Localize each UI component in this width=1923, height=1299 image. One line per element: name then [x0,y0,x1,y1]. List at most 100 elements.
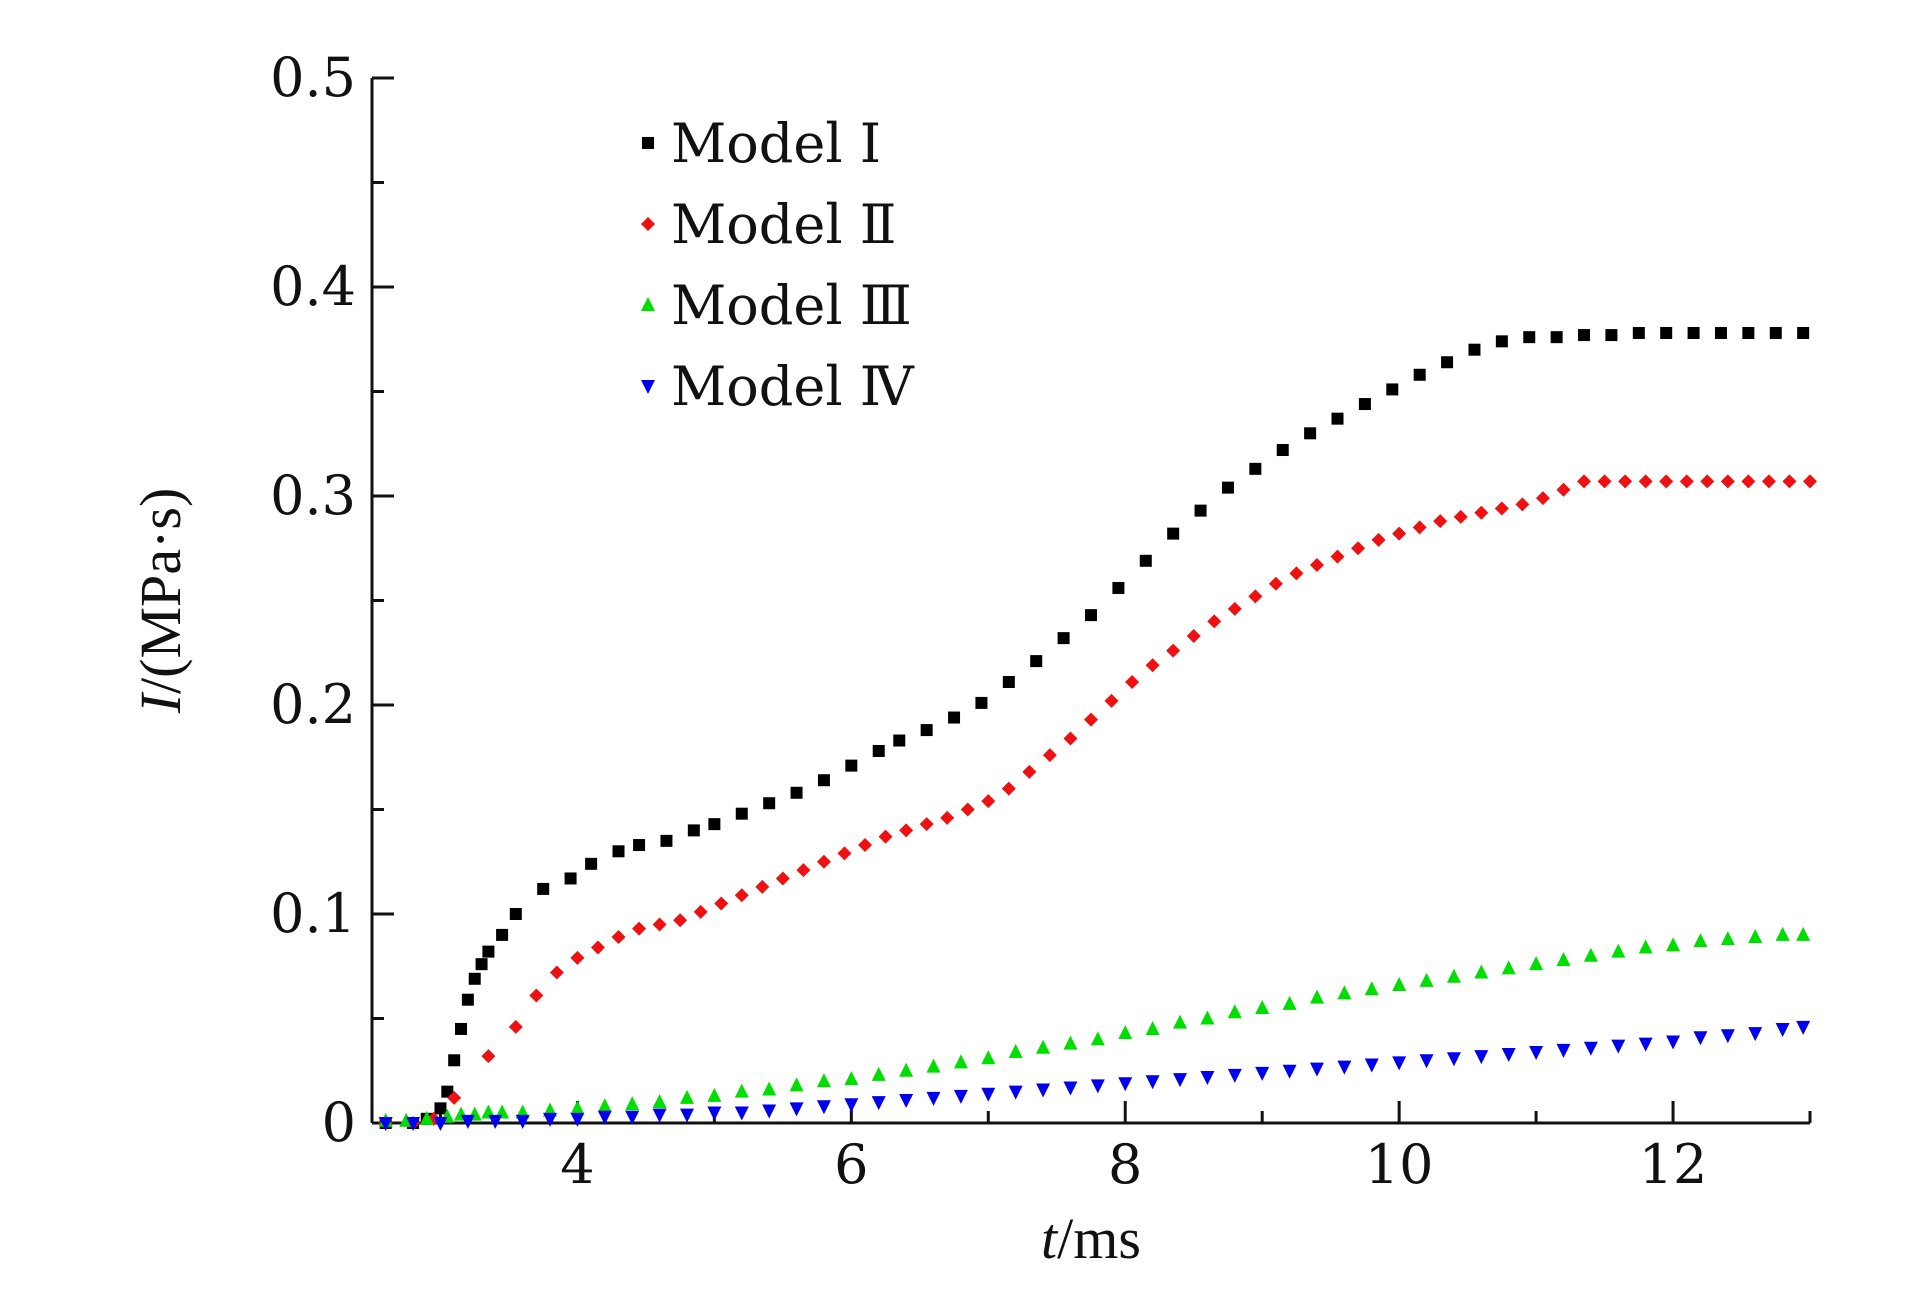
data-point [652,1094,667,1109]
data-point [735,807,748,820]
data-point [1145,1020,1160,1035]
data-point [1577,474,1592,489]
data-point [679,1089,694,1104]
legend-item: Model Ⅲ [641,274,912,337]
data-point [590,940,605,955]
data-point [1611,943,1626,958]
data-point [1248,589,1263,604]
data-point [1803,474,1817,489]
data-point [789,1102,804,1117]
y-tick-label: 0.1 [270,882,356,945]
series-model-4 [378,1020,1811,1131]
data-point [1351,541,1366,556]
data-point [1556,1043,1571,1058]
series-model-2 [378,474,1817,1130]
data-point [1255,1066,1270,1081]
data-point [1775,1022,1790,1037]
data-point [1364,1058,1379,1073]
data-point [1578,329,1591,342]
data-point [1001,781,1016,796]
data-point [1660,326,1673,339]
data-point [948,711,961,724]
data-point [1166,643,1181,658]
data-point [611,929,626,944]
data-point [1775,926,1790,941]
data-point [1495,335,1508,348]
legend-label: Model Ⅰ [671,112,881,175]
data-point [1556,951,1571,966]
data-point [926,1058,941,1073]
data-point [1207,614,1222,629]
data-point [1782,474,1797,489]
data-point [1412,520,1427,535]
data-point [1556,482,1571,497]
data-point [1501,1048,1516,1063]
data-point [509,908,522,920]
data-point [496,928,509,941]
data-point [1090,1079,1105,1094]
data-point [1693,1031,1708,1046]
data-point [953,1089,968,1104]
x-tick-label: 8 [1108,1133,1142,1196]
data-point [708,818,721,831]
data-point [1494,501,1509,516]
data-point [419,1110,434,1125]
axes: 0 0.1 0.2 0.3 0.4 0.5 4 6 8 10 12 [270,46,1812,1196]
data-point [597,1110,612,1125]
data-point [1386,383,1399,396]
data-point [1085,609,1097,622]
data-point [1227,1004,1242,1019]
data-point [564,872,577,885]
data-point [789,1077,804,1092]
data-point [515,1114,530,1129]
data-point [1666,937,1681,952]
data-point [920,724,933,737]
data-point [975,696,988,709]
data-point [1453,509,1468,524]
data-point [1638,1037,1653,1052]
data-point [488,1114,503,1129]
data-point [1687,326,1700,339]
data-point [1742,326,1755,339]
data-point [1309,989,1324,1004]
data-point [482,945,495,958]
data-point [1529,956,1544,971]
data-point [1042,748,1057,763]
data-point [625,1096,640,1111]
data-point [1748,1027,1763,1042]
data-point [570,950,585,965]
data-point [475,958,488,971]
data-point [899,1062,914,1077]
data-point [1413,368,1426,381]
legend-marker [641,217,655,231]
data-point [1145,658,1160,673]
data-point [755,879,770,894]
data-point [461,993,474,1006]
data-point [660,834,673,847]
data-point [1104,693,1119,708]
data-point [981,794,996,809]
data-point [714,896,729,911]
data-point [1112,581,1125,594]
data-point [1632,326,1645,339]
data-point [1173,1014,1188,1029]
data-point [734,888,749,903]
data-point [1529,1045,1544,1060]
legend-marker [642,137,654,149]
data-point [1282,995,1297,1010]
data-point [1331,412,1344,425]
data-point [441,1085,454,1098]
data-point [1392,977,1407,992]
data-point [790,786,803,799]
data-point [1090,1031,1105,1046]
data-point [1583,947,1598,962]
data-point [1304,427,1317,440]
data-point [858,838,873,853]
data-point [1227,1068,1242,1083]
data-point [1468,343,1481,356]
data-point [1714,326,1727,339]
data-point [1364,981,1379,996]
data-point [543,1112,558,1127]
